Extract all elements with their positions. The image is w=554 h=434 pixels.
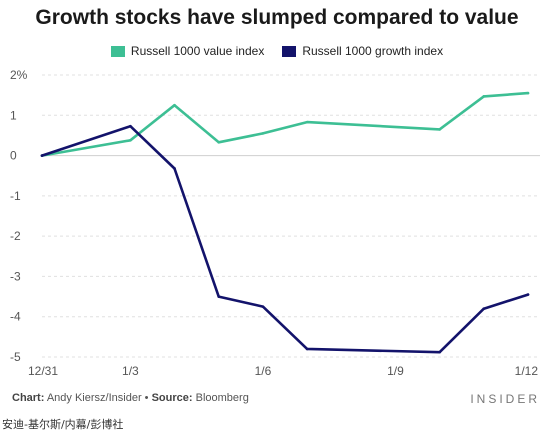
chart-credit: Andy Kiersz/Insider xyxy=(46,392,142,404)
x-tick-label: 1/9 xyxy=(387,364,404,378)
legend-swatch-growth xyxy=(282,45,297,57)
growth-index-point xyxy=(40,154,44,157)
legend-label-value: Russell 1000 value index xyxy=(130,44,265,58)
brand-logo: INSIDER xyxy=(470,392,540,406)
value-index-point xyxy=(217,140,221,144)
y-tick-label: 1 xyxy=(10,108,17,122)
value-index-point xyxy=(526,91,530,95)
growth-index-line xyxy=(40,124,530,354)
watermark-text: 安迪-基尔斯/内幕/彭博社 xyxy=(2,418,124,431)
value-index-point xyxy=(438,128,441,131)
x-tick-label: 1/6 xyxy=(255,364,272,378)
legend-item-value: Russell 1000 value index xyxy=(110,44,265,58)
chart-title: Growth stocks have slumped compared to v… xyxy=(35,6,519,29)
growth-index-point xyxy=(482,307,486,310)
value-index-point xyxy=(173,103,176,107)
y-tick-label: -3 xyxy=(10,269,21,283)
value-index-point xyxy=(129,138,132,142)
legend-swatch-value xyxy=(110,45,125,57)
source-name: Bloomberg xyxy=(195,392,249,404)
growth-index-point xyxy=(261,305,265,308)
footer-separator: • xyxy=(144,392,149,404)
growth-index-point xyxy=(173,167,176,170)
value-index-point xyxy=(305,120,309,124)
value-index-point xyxy=(482,95,486,98)
y-tick-label: -2 xyxy=(10,229,21,243)
growth-index-point xyxy=(305,347,309,351)
growth-index-point xyxy=(526,293,530,296)
x-tick-label: 1/12 xyxy=(515,364,539,378)
legend-label-growth: Russell 1000 growth index xyxy=(302,44,444,58)
source-label: Source: xyxy=(151,392,193,404)
value-index-point xyxy=(261,132,265,135)
y-tick-label: -4 xyxy=(10,310,21,324)
chart-footer: Chart: Andy Kiersz/Insider • Source: Blo… xyxy=(12,392,249,404)
growth-index-point xyxy=(217,295,221,298)
x-tick-label: 12/31 xyxy=(28,364,58,378)
value-index-line xyxy=(40,91,530,157)
y-tick-label: 0 xyxy=(10,149,17,163)
growth-index-point xyxy=(438,350,441,354)
chart-legend: Russell 1000 value index Russell 1000 gr… xyxy=(0,44,554,58)
y-tick-label: -5 xyxy=(10,350,21,364)
legend-item-growth: Russell 1000 growth index xyxy=(282,44,443,58)
y-tick-label: 2% xyxy=(10,68,28,82)
growth-index-point xyxy=(129,124,132,128)
x-tick-label: 1/3 xyxy=(122,364,139,378)
y-tick-label: -1 xyxy=(10,189,21,203)
chart-credit-label: Chart: xyxy=(12,392,45,404)
